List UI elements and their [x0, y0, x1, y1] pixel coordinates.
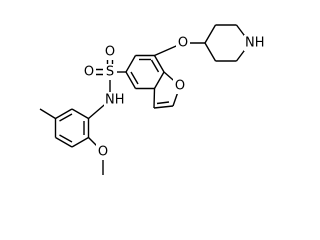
atom-label: O — [178, 36, 188, 51]
atom-label: NH — [105, 93, 125, 108]
label-bg — [176, 35, 190, 51]
bond — [150, 59, 160, 73]
label-bg — [82, 64, 96, 80]
bond — [156, 101, 170, 105]
bond — [55, 108, 73, 120]
bonds — [39, 24, 251, 175]
label-bg — [103, 64, 117, 80]
structure: O O S NH O O NH O — [39, 24, 268, 175]
bond — [153, 88, 156, 109]
bond — [204, 24, 217, 44]
atom-label: O — [175, 79, 185, 94]
atom-label: O — [84, 65, 94, 80]
bond — [71, 136, 89, 148]
label-bg — [104, 92, 128, 108]
bond — [59, 134, 73, 143]
bond — [125, 55, 137, 73]
atom-labels: O O S NH O O NH O — [82, 35, 268, 160]
label-bg — [103, 44, 117, 60]
bond — [55, 136, 73, 148]
atom-label: S — [106, 65, 114, 80]
bond — [71, 108, 89, 120]
bond — [125, 71, 137, 89]
label-bg — [173, 78, 187, 94]
bond — [204, 42, 217, 62]
label-bg — [96, 144, 110, 160]
atom-label: NH — [245, 36, 265, 51]
bond — [39, 108, 56, 120]
bond — [153, 71, 165, 89]
bond — [153, 55, 165, 73]
bond — [153, 105, 174, 109]
atom-label: O — [105, 45, 115, 60]
atom-label: O — [98, 145, 108, 160]
bond — [59, 113, 73, 122]
label-bg — [244, 35, 268, 51]
bond — [130, 71, 139, 85]
